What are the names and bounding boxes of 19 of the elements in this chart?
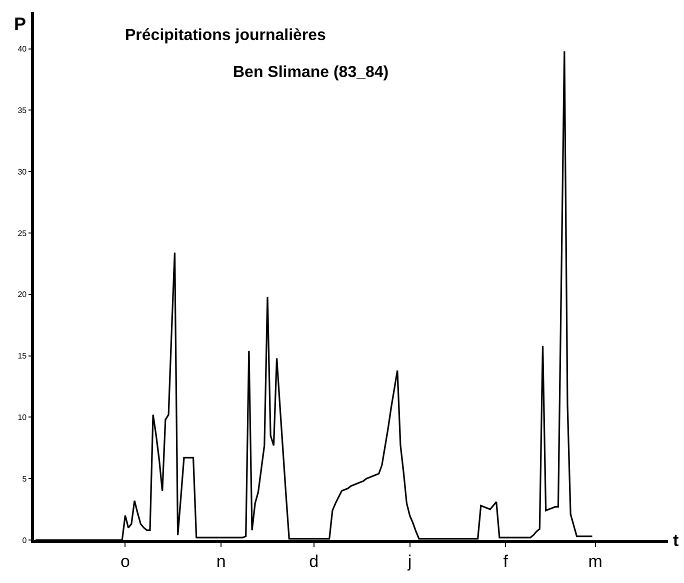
y-tick-label: 20	[18, 290, 28, 300]
y-tick-label: 15	[18, 352, 28, 361]
x-tick-label: m	[588, 552, 602, 572]
text: Ben Slimane (83_84)	[233, 64, 389, 81]
x-axis-title: t	[673, 531, 679, 550]
x-tick-label: o	[120, 552, 130, 572]
y-tick-label: 35	[18, 106, 28, 116]
x-tick-label: f	[503, 552, 508, 572]
text: Précipitations journalières	[125, 27, 326, 44]
y-tick-label: 30	[18, 167, 28, 176]
y-tick-label: 0	[22, 536, 28, 545]
y-axis-title: P	[14, 14, 26, 34]
x-tick-label: d	[309, 552, 319, 572]
x-tick-label: n	[216, 552, 226, 572]
y-tick-label: 40	[18, 44, 28, 54]
x-tick-label: j	[406, 552, 412, 572]
y-tick-label: 10	[18, 413, 28, 422]
y-tick-label: 25	[18, 228, 28, 238]
y-tick-label: 5	[22, 474, 28, 484]
